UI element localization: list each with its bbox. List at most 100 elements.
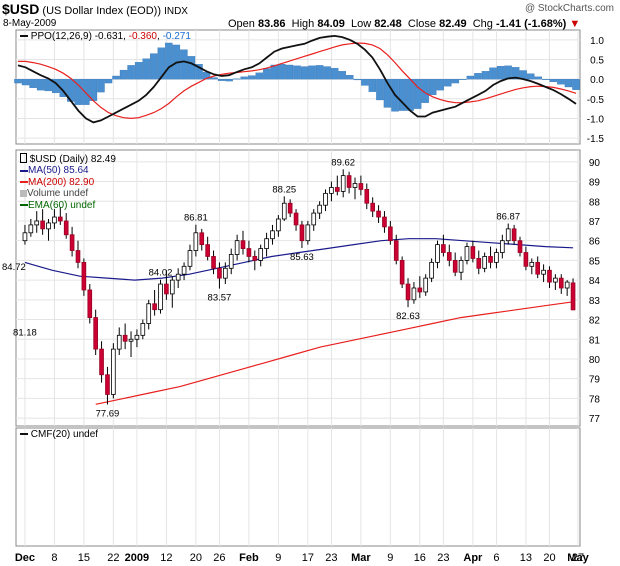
ppo-histogram-bar — [278, 64, 286, 80]
panel-frame-2 — [15, 149, 581, 427]
exchange: INDX — [164, 6, 188, 17]
price-y-tick-label: 80 — [589, 355, 601, 366]
candle-body — [553, 277, 558, 283]
candle-body — [34, 220, 40, 226]
ppo-histogram-bar — [444, 78, 452, 87]
price-legend-label: $USD (Daily) 82.49 — [29, 154, 116, 165]
ppo-histogram-bar — [285, 64, 294, 80]
ppo-histogram-bar — [255, 72, 264, 80]
candle-body — [128, 338, 134, 342]
ma200-legend: MA(200) 82.90 — [20, 177, 116, 188]
candle-body — [111, 348, 116, 395]
ppo-histogram-bar — [112, 75, 120, 80]
ppo-histogram-bar — [14, 78, 22, 84]
candle-body — [541, 269, 546, 275]
candle-body — [482, 256, 487, 269]
candle-body — [299, 224, 305, 242]
open-value: 83.86 — [257, 18, 286, 30]
price-y-tick-label: 78 — [589, 394, 601, 405]
candle-icon — [20, 153, 27, 163]
x-tick-label: 17 — [302, 552, 314, 564]
x-tick-label: 8 — [51, 552, 57, 564]
ppo-histogram-bar — [474, 73, 482, 80]
ppo-histogram-bar — [300, 66, 309, 80]
price-y-tick-label: 87 — [589, 217, 601, 228]
cmf-swatch — [20, 433, 28, 436]
ppo-histogram-bar — [323, 66, 331, 80]
candle-body — [134, 334, 140, 340]
price-y-tick-label: 77 — [589, 414, 601, 425]
ppo-legend-value: -0.631 — [94, 31, 124, 42]
candle-body — [181, 265, 187, 275]
candle-body — [223, 267, 228, 279]
candle-body — [429, 261, 434, 279]
candle-body — [417, 287, 423, 293]
high-label: High — [291, 18, 315, 30]
ppo-histogram-bar — [330, 67, 339, 80]
ppo-histogram-bar — [263, 68, 271, 80]
close-value: 82.49 — [439, 18, 467, 30]
ppo-histogram-bar — [104, 78, 113, 84]
ppo-histogram-bar — [542, 78, 550, 80]
ppo-histogram-bar — [150, 53, 158, 80]
candle-body — [470, 246, 476, 259]
volume-label: Volume undef — [27, 188, 89, 200]
ppo-histogram-bar — [564, 78, 573, 88]
candle-body — [46, 222, 51, 230]
ppo-histogram-bar — [383, 78, 392, 108]
ppo-histogram-bar — [466, 75, 475, 80]
high-value: 84.09 — [317, 18, 345, 30]
price-legend: $USD (Daily) 82.49 MA(50) 85.64 MA(200) … — [20, 153, 116, 211]
candle-body — [329, 187, 334, 194]
ppo-histogram-bar — [195, 64, 203, 80]
candle-body — [399, 259, 405, 285]
price-annotation: 84.02 — [149, 268, 173, 279]
candle-body — [423, 277, 429, 293]
candle-body — [500, 240, 505, 253]
candle-body — [370, 202, 375, 212]
price-y-tick-label: 85 — [589, 256, 601, 267]
chart-date: 8-May-2009 — [3, 18, 57, 29]
ppo-histogram-bar — [142, 58, 150, 80]
candle-body — [570, 282, 576, 311]
candle-body — [87, 289, 93, 318]
ppo-histogram-bar — [459, 78, 467, 80]
ppo-histogram-bar — [406, 78, 414, 111]
price-annotation: 81.18 — [13, 328, 37, 339]
price-y-tick-label: 84 — [589, 276, 601, 287]
ppo-histogram-bar — [180, 49, 188, 80]
cmf-legend: CMF(20) undef — [20, 429, 98, 440]
ppo-legend: PPO(12,26,9) -0.631, -0.360, -0.271 — [20, 31, 191, 42]
candle-body — [40, 220, 45, 230]
price-y-tick-label: 90 — [589, 158, 601, 169]
ppo-histogram-bar — [157, 47, 165, 80]
candle-body — [293, 212, 299, 226]
ohlc-summary: Open 83.86 High 84.09 Low 82.48 Close 82… — [228, 18, 580, 30]
ppo-histogram-bar — [557, 78, 565, 85]
candle-body — [488, 256, 493, 263]
ppo-histogram-bar — [572, 78, 580, 90]
candle-body — [205, 244, 210, 257]
ppo-histogram-bar — [134, 62, 143, 80]
x-tick-label: Dec — [15, 552, 35, 564]
candle-body — [52, 216, 57, 224]
candle-body — [458, 259, 464, 273]
candle-body — [393, 240, 399, 261]
ppo-histogram-bar — [353, 78, 362, 81]
candle-body — [158, 283, 163, 311]
x-tick-label: 23 — [437, 552, 449, 564]
ppo-legend-swatch — [20, 35, 28, 38]
ppo-histogram-bar — [82, 78, 90, 105]
x-tick-label: 22 — [107, 552, 119, 564]
ppo-histogram-bar — [451, 78, 460, 84]
candle-body — [547, 269, 552, 283]
chg-label: Chg — [472, 18, 493, 30]
chart-title: $USD (US Dollar Index (EOD)) INDX — [2, 1, 188, 17]
candle-body — [28, 224, 34, 234]
ppo-histogram-bar — [165, 42, 173, 80]
ppo-legend-signal: -0.360 — [128, 31, 157, 42]
candle-body — [287, 202, 293, 214]
candle-body — [435, 244, 440, 263]
x-tick-label: 12 — [160, 552, 172, 564]
